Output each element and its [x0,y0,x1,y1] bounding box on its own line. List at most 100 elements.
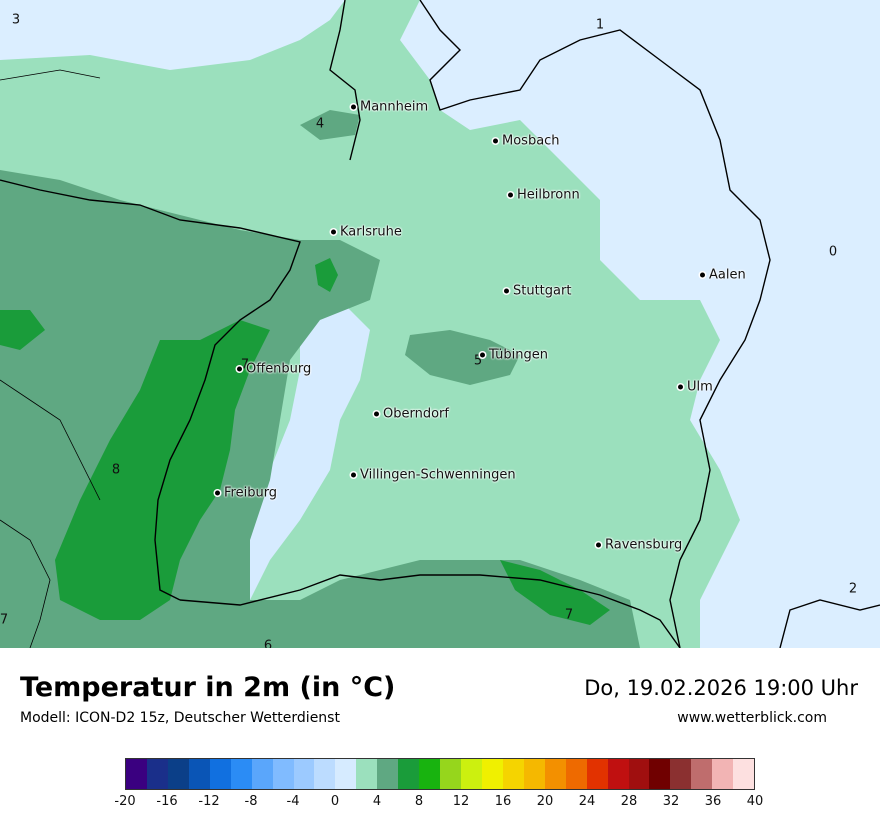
legend-color-cell [502,759,524,789]
legend-color-cell [335,759,357,789]
temp-zone-mid-green-tuebingen [405,330,520,385]
city-dot-icon [351,472,356,478]
temperature-label: 7 [240,357,250,373]
legend-ticks: -20 -16 -12 -8 -4 0 4 8 12 16 20 24 28 32 36 40 [114,794,763,812]
temp-zone-dark-green-karlsruhe [315,258,338,292]
color-legend [125,758,755,790]
city-name: Mannheim [360,99,429,115]
legend-color-cell [126,759,147,789]
city-name: Karlsruhe [340,224,402,240]
legend-color-cell [544,759,566,789]
map-footer: Temperatur in 2m (in °C) Modell: ICON-D2… [0,648,880,830]
legend-tick-label: 24 [578,794,596,809]
city-marker: Freiburg [215,487,277,500]
legend-color-cell [356,759,378,789]
legend-color-cell [209,759,231,789]
district-line [0,519,51,648]
city-marker: Villingen-Schwenningen [351,469,516,482]
temperature-map: 3 1 4 0 5 7 8 2 7 7 6 Mannheim Mosbach Heilbronn Karl… [0,0,880,648]
legend-color-cell [565,759,587,789]
city-dot-icon [215,490,220,496]
legend-color-cell [607,759,629,789]
map-layers [0,0,880,648]
temperature-label: 6 [263,638,273,649]
legend-tick-label: -8 [244,794,258,809]
website-link[interactable]: www.wetterblick.com [677,710,827,726]
temperature-label: 3 [11,12,21,28]
city-marker: Karlsruhe [331,226,402,239]
legend-tick-label: -16 [156,794,178,809]
city-marker: Tübingen [480,349,548,362]
temp-zone-dark-green [55,320,270,620]
legend-tick-label: 32 [662,794,680,809]
temperature-label: 7 [0,612,9,628]
legend-color-cell [188,759,210,789]
city-name: Ravensburg [605,537,683,553]
legend-tick-label: 16 [494,794,512,809]
legend-color-cell [377,759,399,789]
legend-color-cell [398,759,420,789]
forecast-datetime: Do, 19.02.2026 19:00 Uhr [584,676,858,700]
temp-zone-mid-green-mannheim [300,110,360,140]
map-title: Temperatur in 2m (in °C) [20,672,396,703]
legend-color-cell [670,759,692,789]
legend-color-cell [251,759,273,789]
city-dot-icon [480,352,485,358]
legend-color-cell [481,759,503,789]
legend-color-cell [461,759,482,789]
city-name: Mosbach [502,133,560,149]
city-dot-icon [237,366,242,372]
legend-tick-label: 40 [746,794,764,809]
legend-color-cell [628,759,650,789]
city-name: Offenburg [246,361,312,377]
city-dot-icon [700,272,705,278]
temperature-label: 7 [564,607,574,623]
city-marker: Oberndorf [374,408,449,421]
legend-color-cell [712,759,734,789]
legend-color-cell [440,759,461,789]
border-line [0,179,301,601]
legend-color-cell [293,759,315,789]
city-marker: Stuttgart [504,285,571,298]
city-dot-icon [508,192,513,198]
border-line [779,599,880,648]
city-marker: Mosbach [493,135,560,148]
city-dot-icon [493,138,498,144]
legend-color-cell [167,759,189,789]
legend-tick-label: 8 [414,794,424,809]
city-dot-icon [596,542,601,548]
district-line [0,379,101,501]
legend-color-cell [523,759,545,789]
city-name: Tübingen [489,347,548,363]
city-dot-icon [351,104,356,110]
city-marker: Ravensburg [596,539,682,552]
legend-tick-label: 4 [372,794,382,809]
legend-color-cell [419,759,441,789]
temperature-label: 4 [315,116,325,132]
legend-tick-label: 20 [536,794,554,809]
border-line [419,0,771,648]
temp-zone-dark-green-lake [500,560,610,625]
city-name: Oberndorf [383,406,449,422]
city-dot-icon [374,411,379,417]
legend-tick-label: 36 [704,794,722,809]
legend-color-cell [586,759,608,789]
legend-color-cell [230,759,252,789]
temperature-label: 8 [111,462,121,478]
legend-tick-label: 0 [330,794,340,809]
legend-color-cell [146,759,168,789]
legend-tick-label: -20 [114,794,136,809]
city-name: Heilbronn [517,187,580,203]
temperature-label: 2 [848,581,858,597]
city-marker: Offenburg [237,363,311,376]
city-marker: Mannheim [351,101,428,114]
city-dot-icon [504,288,509,294]
legend-color-cell [272,759,294,789]
legend-color-cell [691,759,713,789]
border-line [179,574,681,648]
legend-tick-label: -12 [198,794,220,809]
city-name: Aalen [709,267,746,283]
model-info: Modell: ICON-D2 15z, Deutscher Wetterdie… [20,710,340,726]
city-name: Villingen-Schwenningen [360,467,516,483]
temp-zone-light-blue-inner [240,300,370,600]
